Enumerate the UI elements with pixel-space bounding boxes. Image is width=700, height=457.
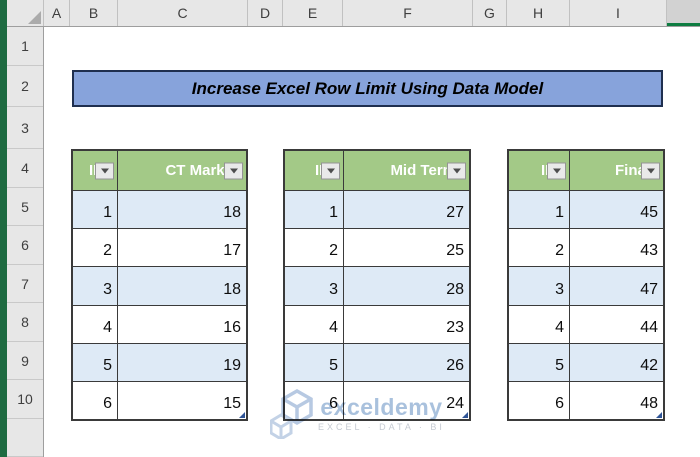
column-header-h[interactable]: H bbox=[507, 0, 570, 26]
table-cell[interactable]: 48 bbox=[570, 380, 663, 419]
row-header-4[interactable]: 4 bbox=[7, 149, 43, 188]
table-cell[interactable]: 47 bbox=[570, 266, 663, 305]
filter-dropdown-button[interactable] bbox=[321, 162, 340, 179]
ct-marks-table-id-header-cell[interactable]: ID bbox=[73, 151, 118, 190]
table-cell[interactable]: 5 bbox=[73, 342, 118, 381]
table-resize-handle[interactable] bbox=[656, 412, 662, 418]
title-banner-cell[interactable]: Increase Excel Row Limit Using Data Mode… bbox=[72, 70, 663, 107]
row-header-11-partial[interactable] bbox=[7, 419, 43, 457]
row-header-5[interactable]: 5 bbox=[7, 188, 43, 226]
filter-dropdown-button[interactable] bbox=[641, 162, 660, 179]
chevron-down-icon bbox=[229, 168, 238, 173]
column-header-c[interactable]: C bbox=[118, 0, 248, 26]
table-cell[interactable]: 23 bbox=[344, 304, 469, 343]
table-cell[interactable]: 2 bbox=[285, 228, 344, 267]
table-resize-handle[interactable] bbox=[462, 412, 468, 418]
table-cell[interactable]: 28 bbox=[344, 266, 469, 305]
column-header-g[interactable]: G bbox=[473, 0, 507, 26]
mid-term-table: ID Mid Term 1 27 2 25 3 28 4 23 5 26 6 2… bbox=[283, 149, 471, 421]
table-cell[interactable]: 1 bbox=[73, 190, 118, 229]
final-table-id-header-cell[interactable]: ID bbox=[509, 151, 570, 190]
table-cell[interactable]: 25 bbox=[344, 228, 469, 266]
row-header-10[interactable]: 10 bbox=[7, 380, 43, 419]
table-cell[interactable]: 3 bbox=[285, 266, 344, 305]
table-cell[interactable]: 6 bbox=[509, 380, 570, 419]
filter-dropdown-button[interactable] bbox=[547, 162, 566, 179]
table-cell[interactable]: 18 bbox=[118, 190, 246, 229]
column-header-b[interactable]: B bbox=[70, 0, 118, 26]
table-cell[interactable]: 2 bbox=[509, 228, 570, 267]
filter-dropdown-button[interactable] bbox=[95, 162, 114, 179]
table-cell[interactable]: 17 bbox=[118, 228, 246, 266]
table-cell[interactable]: 18 bbox=[118, 266, 246, 305]
table-cell[interactable]: 1 bbox=[509, 190, 570, 229]
excel-left-edge-strip bbox=[0, 0, 7, 457]
table-cell[interactable]: 15 bbox=[118, 380, 246, 419]
table-cell[interactable]: 3 bbox=[73, 266, 118, 305]
table-cell[interactable]: 4 bbox=[509, 304, 570, 343]
table-cell[interactable]: 5 bbox=[285, 342, 344, 381]
header-label: CT Marks bbox=[165, 162, 233, 179]
mid-term-table-id-header-cell[interactable]: ID bbox=[285, 151, 344, 190]
table-cell[interactable]: 42 bbox=[570, 342, 663, 381]
table-cell[interactable]: 43 bbox=[570, 228, 663, 266]
table-cell[interactable]: 24 bbox=[344, 380, 469, 419]
table-cell[interactable]: 1 bbox=[285, 190, 344, 229]
row-header-column: 1 2 3 4 5 6 7 8 9 10 bbox=[7, 27, 44, 457]
table-cell[interactable]: 44 bbox=[570, 304, 663, 343]
header-label: Mid Term bbox=[390, 162, 456, 179]
filter-dropdown-button[interactable] bbox=[224, 162, 243, 179]
table-cell[interactable]: 4 bbox=[73, 304, 118, 343]
final-table: ID Final 1 45 2 43 3 47 4 44 5 42 6 48 bbox=[507, 149, 665, 421]
column-header-row: A B C D E F G H I bbox=[7, 0, 700, 27]
table-cell[interactable]: 19 bbox=[118, 342, 246, 381]
chevron-down-icon bbox=[552, 168, 561, 173]
row-header-1[interactable]: 1 bbox=[7, 27, 43, 66]
chevron-down-icon bbox=[452, 168, 461, 173]
table-cell[interactable]: 45 bbox=[570, 190, 663, 229]
ct-marks-table-value-header-cell[interactable]: CT Marks bbox=[118, 151, 246, 190]
column-header-f[interactable]: F bbox=[343, 0, 473, 26]
mid-term-table-value-header-cell[interactable]: Mid Term bbox=[344, 151, 469, 190]
watermark-tagline-text: EXCEL · DATA · BI bbox=[318, 422, 445, 432]
row-header-3[interactable]: 3 bbox=[7, 107, 43, 149]
row-header-6[interactable]: 6 bbox=[7, 226, 43, 265]
chevron-down-icon bbox=[646, 168, 655, 173]
row-header-2[interactable]: 2 bbox=[7, 66, 43, 107]
table-cell[interactable]: 5 bbox=[509, 342, 570, 381]
final-table-value-header-cell[interactable]: Final bbox=[570, 151, 663, 190]
table-cell[interactable]: 26 bbox=[344, 342, 469, 381]
row-header-8[interactable]: 8 bbox=[7, 303, 43, 342]
column-header-j-partial[interactable] bbox=[667, 0, 700, 26]
table-resize-handle[interactable] bbox=[239, 412, 245, 418]
chevron-down-icon bbox=[100, 168, 109, 173]
column-header-e[interactable]: E bbox=[283, 0, 343, 26]
column-header-a[interactable]: A bbox=[44, 0, 70, 26]
table-cell[interactable]: 16 bbox=[118, 304, 246, 343]
select-all-button[interactable] bbox=[7, 0, 44, 26]
column-header-i[interactable]: I bbox=[570, 0, 667, 26]
select-all-triangle-icon bbox=[28, 11, 41, 24]
table-cell[interactable]: 6 bbox=[285, 380, 344, 419]
row-header-9[interactable]: 9 bbox=[7, 342, 43, 380]
table-cell[interactable]: 4 bbox=[285, 304, 344, 343]
chevron-down-icon bbox=[326, 168, 335, 173]
table-cell[interactable]: 2 bbox=[73, 228, 118, 267]
ct-marks-table: ID CT Marks 1 18 2 17 3 18 4 16 5 19 6 1… bbox=[71, 149, 248, 421]
table-cell[interactable]: 6 bbox=[73, 380, 118, 419]
filter-dropdown-button[interactable] bbox=[447, 162, 466, 179]
table-cell[interactable]: 3 bbox=[509, 266, 570, 305]
row-header-7[interactable]: 7 bbox=[7, 265, 43, 303]
column-header-d[interactable]: D bbox=[248, 0, 283, 26]
table-cell[interactable]: 27 bbox=[344, 190, 469, 229]
